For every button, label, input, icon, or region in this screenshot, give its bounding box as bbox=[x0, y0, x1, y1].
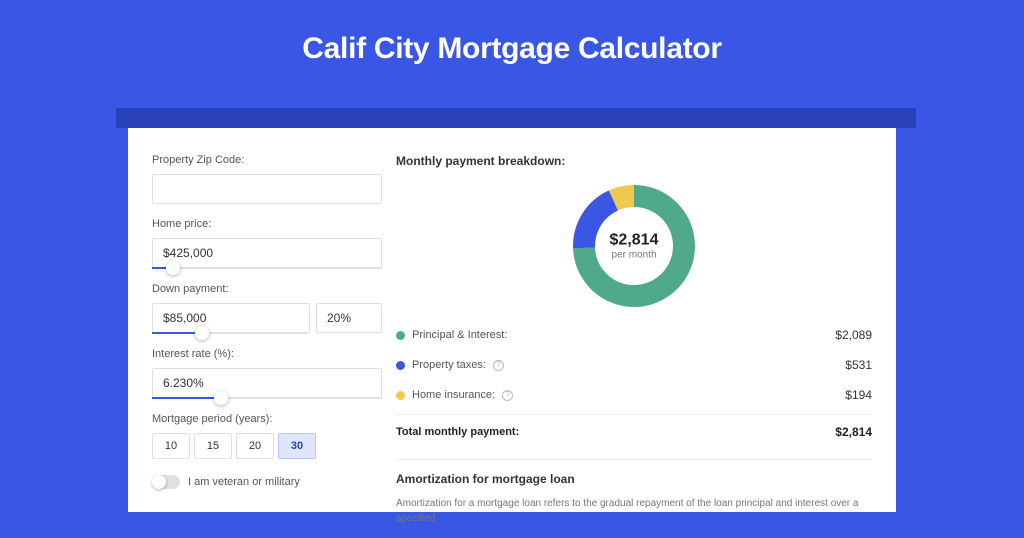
dot-insurance bbox=[396, 391, 405, 400]
info-icon[interactable]: ? bbox=[493, 360, 504, 371]
interest-rate-input[interactable] bbox=[152, 368, 382, 398]
line-label-taxes: Property taxes: bbox=[412, 359, 486, 371]
down-payment-label: Down payment: bbox=[152, 283, 382, 295]
amortization-text: Amortization for a mortgage loan refers … bbox=[396, 496, 872, 526]
dot-taxes bbox=[396, 361, 405, 370]
calculator-card: Property Zip Code: Home price: Down paym… bbox=[128, 128, 896, 512]
line-label-total: Total monthly payment: bbox=[396, 426, 519, 438]
veteran-field: I am veteran or military bbox=[152, 475, 382, 489]
line-value-insurance: $194 bbox=[845, 388, 872, 402]
interest-rate-field: Interest rate (%): bbox=[152, 348, 382, 399]
line-value-total: $2,814 bbox=[835, 425, 872, 439]
interest-rate-label: Interest rate (%): bbox=[152, 348, 382, 360]
zip-label: Property Zip Code: bbox=[152, 154, 382, 166]
down-payment-slider-thumb[interactable] bbox=[195, 326, 209, 340]
donut-wrap: $2,814 per month bbox=[396, 168, 872, 320]
period-option-20[interactable]: 20 bbox=[236, 433, 274, 459]
period-label: Mortgage period (years): bbox=[152, 413, 382, 425]
down-payment-percent-input[interactable] bbox=[316, 303, 382, 333]
line-item-principal: Principal & Interest: $2,089 bbox=[396, 320, 872, 350]
amortization-section: Amortization for mortgage loan Amortizat… bbox=[396, 459, 872, 538]
home-price-input[interactable] bbox=[152, 238, 382, 268]
donut-center: $2,814 per month bbox=[610, 232, 659, 261]
period-option-15[interactable]: 15 bbox=[194, 433, 232, 459]
line-label-principal: Principal & Interest: bbox=[412, 329, 507, 341]
home-price-slider-thumb[interactable] bbox=[166, 261, 180, 275]
interest-rate-slider[interactable] bbox=[152, 397, 382, 399]
page-background: Calif City Mortgage Calculator Property … bbox=[0, 0, 1024, 512]
line-value-principal: $2,089 bbox=[835, 328, 872, 342]
results-panel: Monthly payment breakdown: $2,814 per mo… bbox=[396, 128, 896, 512]
line-value-taxes: $531 bbox=[845, 358, 872, 372]
info-icon[interactable]: ? bbox=[502, 390, 513, 401]
zip-field: Property Zip Code: bbox=[152, 154, 382, 204]
home-price-slider[interactable] bbox=[152, 267, 382, 269]
down-payment-input[interactable] bbox=[152, 303, 310, 333]
page-title: Calif City Mortgage Calculator bbox=[0, 0, 1024, 66]
line-label-insurance: Home insurance: bbox=[412, 389, 495, 401]
veteran-toggle[interactable] bbox=[152, 475, 180, 489]
donut-subtext: per month bbox=[610, 250, 659, 261]
line-item-insurance: Home insurance: ? $194 bbox=[396, 380, 872, 410]
line-item-taxes: Property taxes: ? $531 bbox=[396, 350, 872, 380]
interest-rate-slider-thumb[interactable] bbox=[214, 391, 228, 405]
home-price-field: Home price: bbox=[152, 218, 382, 269]
line-item-total: Total monthly payment: $2,814 bbox=[396, 414, 872, 447]
dot-principal bbox=[396, 331, 405, 340]
period-option-30[interactable]: 30 bbox=[278, 433, 316, 459]
veteran-label: I am veteran or military bbox=[188, 476, 300, 488]
header-shadow bbox=[116, 108, 916, 128]
interest-rate-slider-fill bbox=[152, 397, 221, 399]
home-price-label: Home price: bbox=[152, 218, 382, 230]
breakdown-title: Monthly payment breakdown: bbox=[396, 154, 872, 168]
form-panel: Property Zip Code: Home price: Down paym… bbox=[128, 128, 396, 512]
payment-donut-chart: $2,814 per month bbox=[570, 182, 698, 310]
down-payment-slider[interactable] bbox=[152, 332, 308, 334]
breakdown-section: Monthly payment breakdown: $2,814 per mo… bbox=[396, 154, 872, 459]
period-options: 10 15 20 30 bbox=[152, 433, 382, 459]
donut-amount: $2,814 bbox=[610, 232, 659, 250]
period-field: Mortgage period (years): 10 15 20 30 bbox=[152, 413, 382, 459]
veteran-toggle-knob bbox=[152, 475, 166, 489]
amortization-title: Amortization for mortgage loan bbox=[396, 472, 872, 486]
zip-input[interactable] bbox=[152, 174, 382, 204]
down-payment-field: Down payment: bbox=[152, 283, 382, 334]
period-option-10[interactable]: 10 bbox=[152, 433, 190, 459]
